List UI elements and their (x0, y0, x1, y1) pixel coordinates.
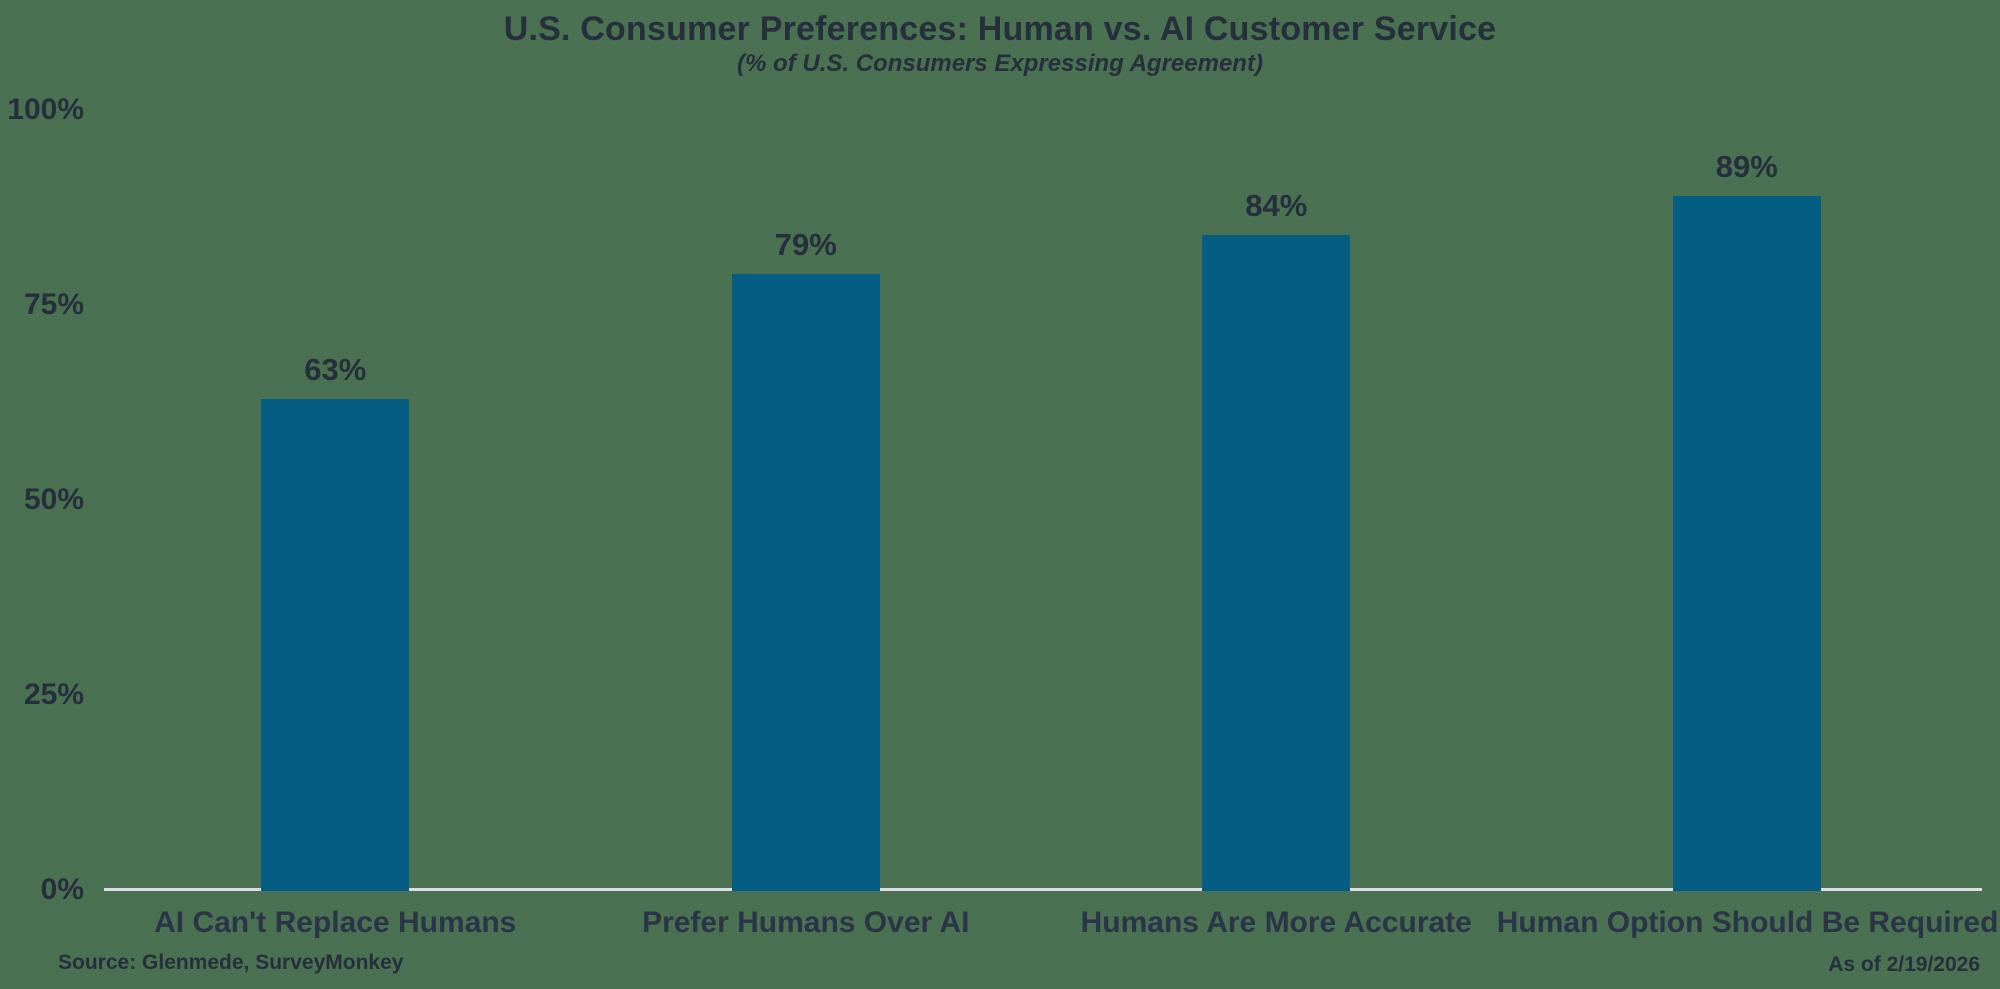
bar (261, 398, 410, 891)
y-axis-tick-label: 100% (7, 93, 84, 126)
y-axis-tick-label: 75% (23, 288, 84, 321)
y-axis-tick-label: 0% (40, 873, 84, 906)
bar-value-label: 63% (304, 351, 367, 387)
bar-value-label: 79% (774, 226, 837, 262)
as-of-note: As of 2/19/2026 (1828, 953, 1980, 976)
chart-title: U.S. Consumer Preferences: Human vs. AI … (503, 10, 1497, 48)
y-axis-tick-label: 25% (23, 678, 84, 711)
bar-value-label: 89% (1715, 148, 1778, 184)
x-axis-category-label: Human Option Should Be Required (1496, 906, 1999, 939)
bar-value-label: 84% (1245, 187, 1308, 223)
x-axis-category-label: Humans Are More Accurate (1080, 906, 1472, 939)
bar (1202, 234, 1351, 891)
x-axis-category-label: AI Can't Replace Humans (154, 906, 517, 939)
x-axis-category-label: Prefer Humans Over AI (642, 906, 970, 939)
x-axis-line (104, 888, 1982, 891)
bar (731, 273, 880, 891)
y-axis-tick-label: 50% (23, 483, 84, 516)
bar (1672, 195, 1821, 891)
source-note: Source: Glenmede, SurveyMonkey (58, 951, 404, 974)
chart-subtitle: (% of U.S. Consumers Expressing Agreemen… (737, 50, 1263, 77)
